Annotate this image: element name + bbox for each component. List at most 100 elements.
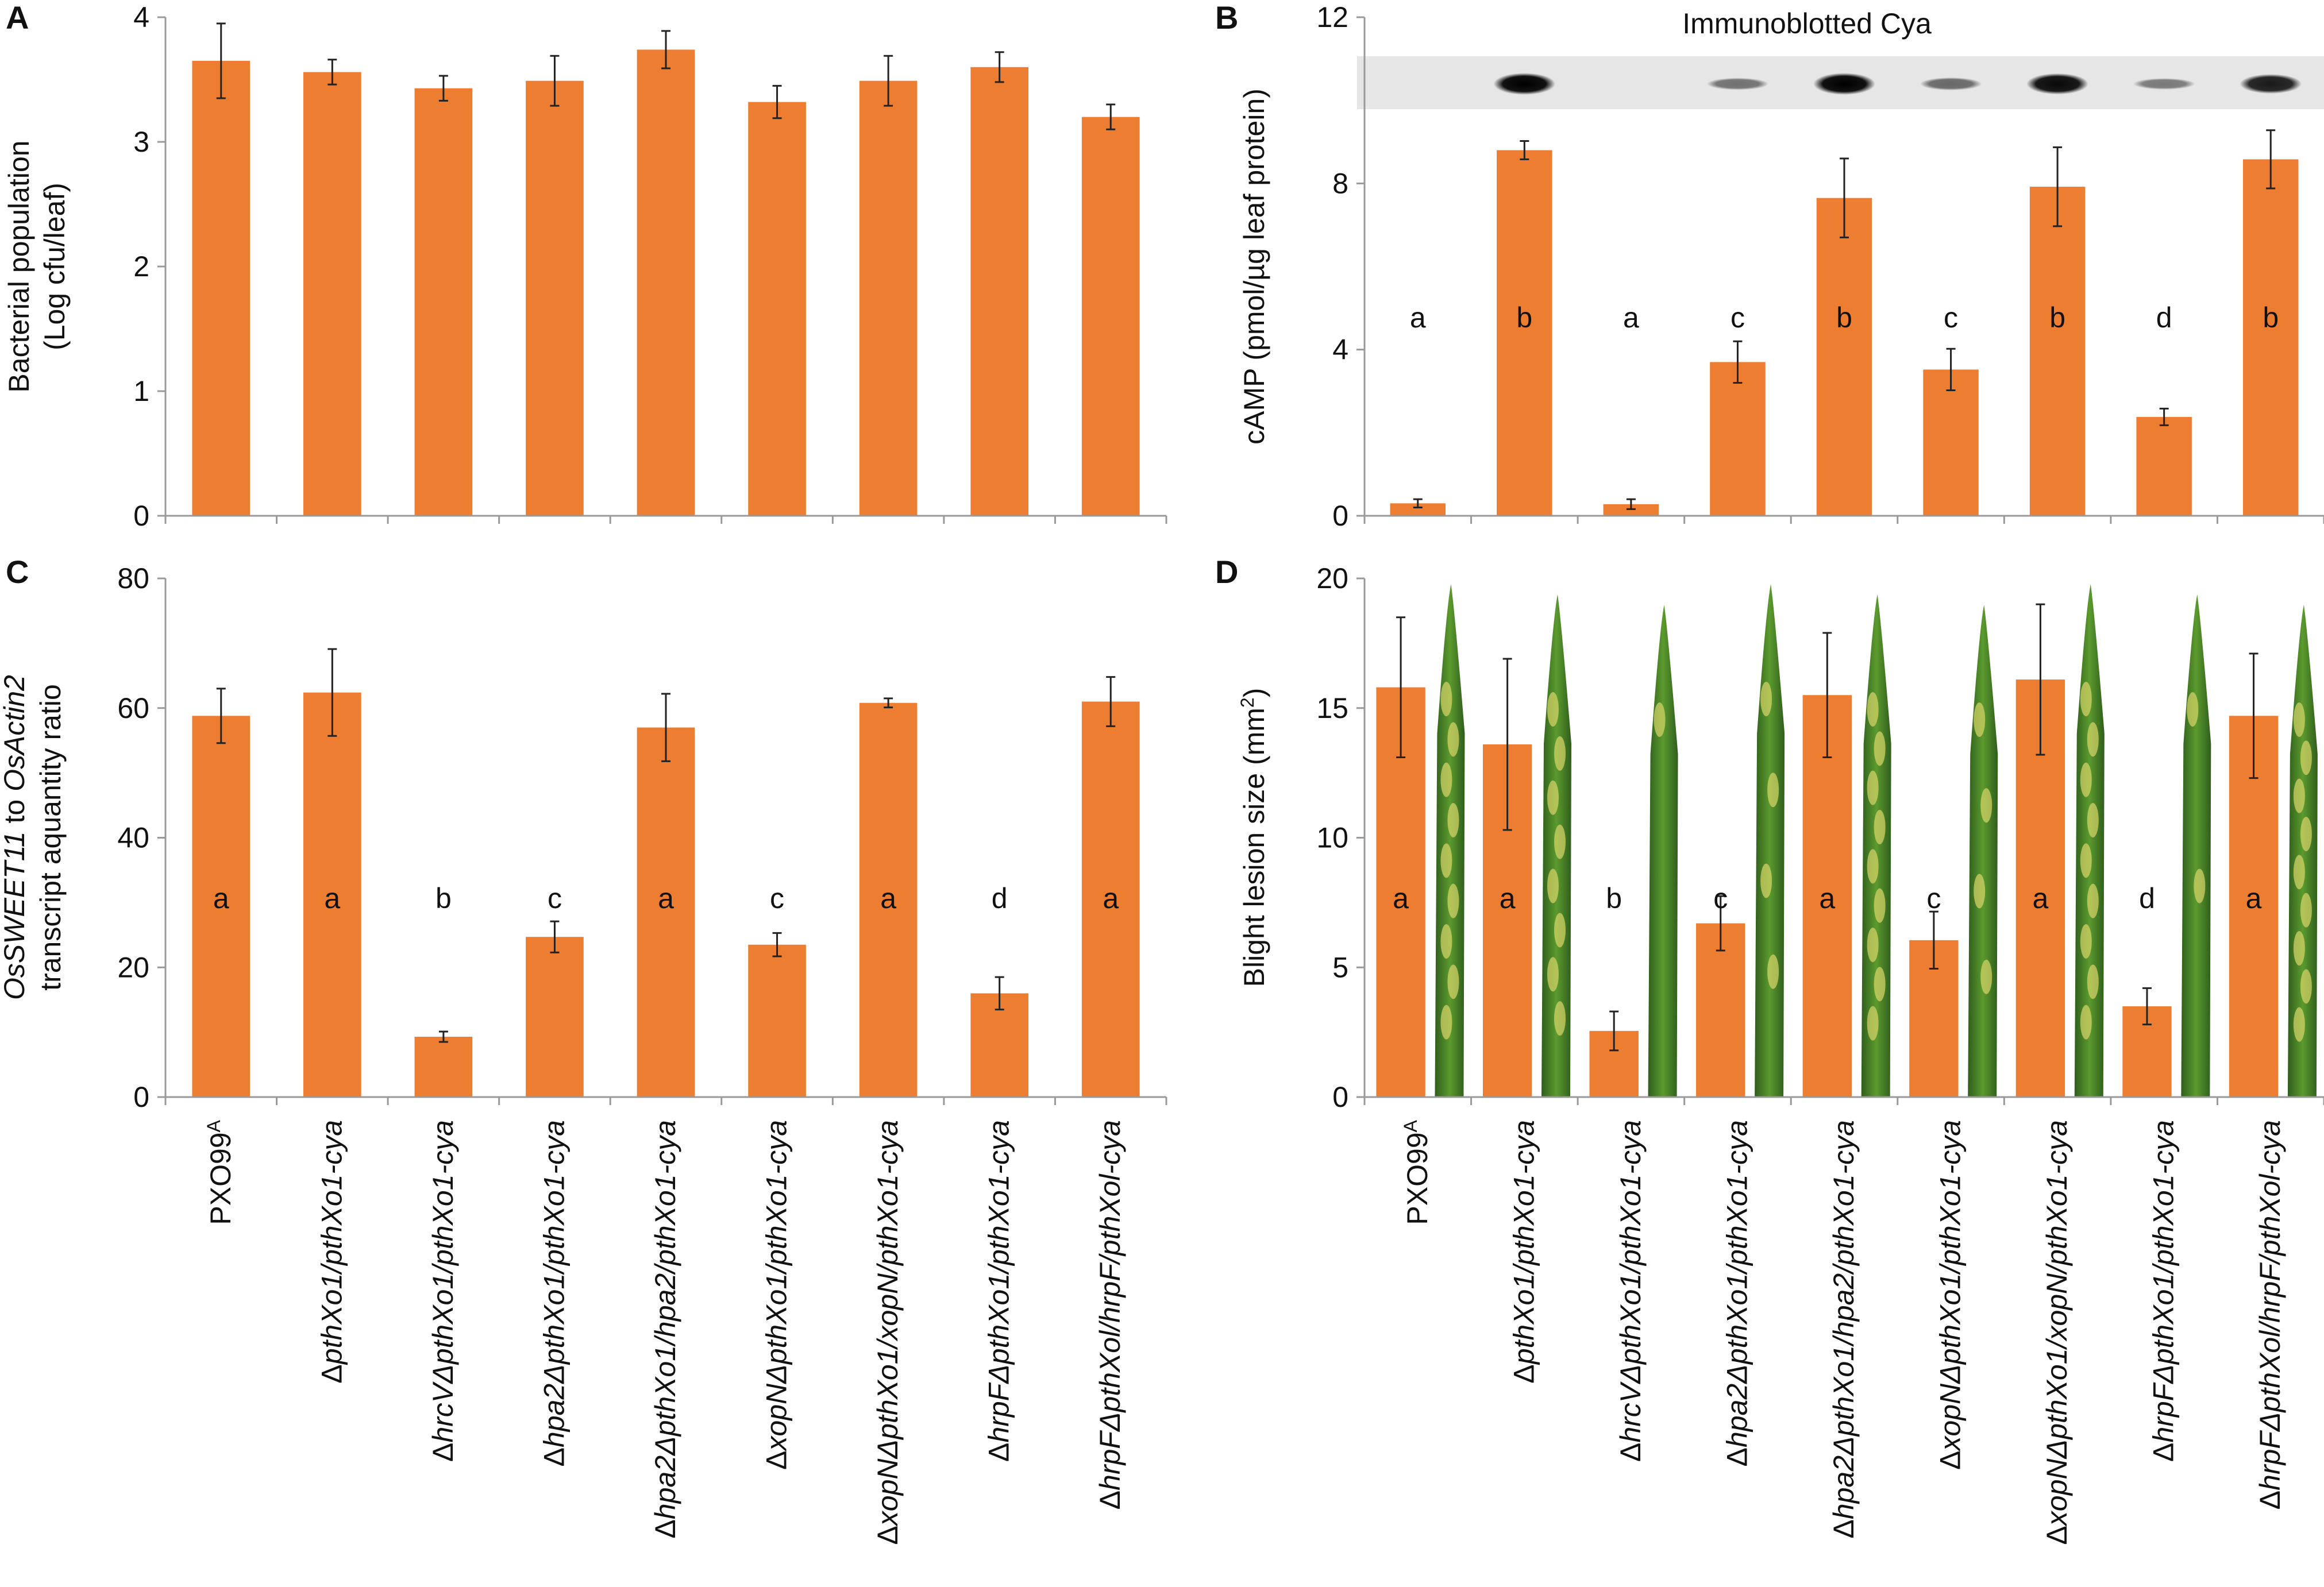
- category-label-delta: Δ: [538, 1447, 570, 1466]
- category-label: Δhpa2ΔpthXo1/hpa2/pthXo1-cya: [1828, 1120, 1860, 1539]
- category-label-genotype: hrpFΔpthXol/hrpF/pthXol-cya: [2254, 1120, 2286, 1491]
- bar: [1802, 695, 1852, 1097]
- bar: [859, 80, 918, 516]
- category-label-delta: Δ: [1614, 1443, 1647, 1462]
- lesion-spot: [2080, 1005, 2092, 1040]
- y-tick-label: 10: [1316, 822, 1348, 854]
- category-label-genotype: pthXo1/pthXo1-cya: [315, 1120, 348, 1365]
- bar: [414, 1037, 473, 1097]
- significance-label: b: [1606, 882, 1622, 914]
- bar: [303, 692, 361, 1097]
- category-label: ΔhrcVΔpthXo1/pthXo1-cya: [1614, 1120, 1647, 1462]
- y-axis-title-line2: transcript aquantity ratio: [34, 684, 67, 991]
- category-label-delta: Δ: [1721, 1447, 1753, 1466]
- lesion-spot: [1440, 843, 1452, 878]
- category-label-genotype: hpa2ΔpthXo1/hpa2/pthXo1-cya: [649, 1120, 681, 1519]
- category-label-genotype: xopNΔpthXo1/xopN/pthXo1-cya: [2041, 1120, 2073, 1527]
- leaf: [1648, 605, 1678, 1097]
- panel-letter-d: D: [1215, 554, 1238, 590]
- significance-label: a: [213, 882, 229, 914]
- lesion-spot: [1554, 913, 1566, 948]
- lesion-spot: [1980, 959, 1992, 994]
- lesion-spot: [2087, 722, 2099, 757]
- lesion-spot: [1440, 682, 1452, 716]
- lesion-spot: [1654, 702, 1666, 737]
- blot-band: [2240, 74, 2302, 94]
- y-axis-title-gene1: OsSWEET11: [0, 831, 30, 1000]
- category-label-genotype: hrcVΔpthXo1/pthXo1-cya: [427, 1120, 459, 1443]
- lesion-spot: [1447, 964, 1459, 999]
- immunoblot-strip: [1357, 56, 2324, 109]
- bar: [637, 49, 695, 516]
- y-tick-label: 15: [1316, 692, 1348, 724]
- category-label-delta: Δ: [2254, 1491, 2286, 1509]
- bars: [192, 22, 1140, 516]
- significance-label: c: [1731, 302, 1745, 334]
- y-axis-ticks: 0 4 8 12: [1316, 1, 1365, 532]
- leaf: [1755, 584, 1785, 1097]
- leaf: [2074, 584, 2105, 1097]
- category-label-delta: Δ: [872, 1526, 904, 1544]
- bar: [1923, 369, 1979, 516]
- significance-label: a: [324, 882, 340, 914]
- significance-label: c: [1944, 302, 1958, 334]
- bar: [526, 937, 584, 1097]
- lesion-spot: [2087, 964, 2099, 999]
- lesion-spot: [1874, 967, 1886, 1002]
- lesion-spot: [2293, 931, 2305, 966]
- category-label: ΔhrpFΔpthXol/hrpF/pthXol-cya: [1094, 1120, 1126, 1509]
- y-axis-title-text: (Log cfu/leaf): [38, 183, 71, 350]
- bar: [526, 80, 584, 516]
- bar: [1696, 923, 1745, 1097]
- bar: [1497, 150, 1552, 516]
- lesion-spot: [1874, 810, 1886, 844]
- y-axis-title-text: transcript aquantity ratio: [34, 684, 67, 991]
- significance-label: d: [2139, 882, 2155, 914]
- blot-band: [2133, 78, 2195, 90]
- panel-letter-a: A: [6, 0, 29, 36]
- y-axis-title: cAMP (pmol/µg leaf protein): [1238, 88, 1270, 445]
- significance-label: a: [1623, 302, 1639, 334]
- y-axis-title-line1: cAMP (pmol/µg leaf protein): [1238, 88, 1270, 445]
- significance-label: c: [770, 882, 784, 914]
- category-label-genotype: xopNΔpthXo1/pthXo1-cya: [761, 1120, 793, 1452]
- significance-label: b: [2263, 302, 2279, 334]
- lesion-spot: [1760, 682, 1772, 716]
- significance-label: b: [1516, 302, 1532, 334]
- bar: [1390, 503, 1446, 516]
- lesion-spot: [1760, 863, 1772, 898]
- bar: [748, 944, 806, 1097]
- category-label: PXO99A: [1400, 1119, 1433, 1225]
- category-label-delta: Δ: [1828, 1519, 1860, 1538]
- significance-label: a: [2033, 882, 2049, 914]
- category-label-delta: Δ: [2041, 1526, 2073, 1544]
- y-tick-label: 8: [1332, 167, 1348, 199]
- lesion-spot: [1554, 824, 1566, 859]
- significance-label: a: [2246, 882, 2262, 914]
- y-axis-title-mid: to: [0, 791, 30, 831]
- category-label-delta: Δ: [1934, 1451, 1967, 1470]
- lesion-spot: [1974, 702, 1986, 737]
- axes: [164, 17, 1167, 524]
- significance-label: c: [1713, 882, 1728, 914]
- category-label-genotype: hrpFΔpthXol/hrpF/pthXol-cya: [1094, 1120, 1126, 1491]
- y-tick-label: 0: [133, 1081, 149, 1113]
- lesion-spot: [2187, 692, 2199, 727]
- blot-band: [1920, 77, 1982, 91]
- category-label-genotype: pthXo1/pthXo1-cya: [1508, 1120, 1540, 1365]
- bar: [1710, 362, 1766, 516]
- category-label-genotype: hpa2ΔpthXo1/pthXo1-cya: [538, 1120, 570, 1447]
- significance-label: a: [1500, 882, 1516, 914]
- y-tick-label: 20: [1316, 562, 1348, 594]
- category-label: ΔhrpFΔpthXo1/pthXo1-cya: [983, 1120, 1015, 1462]
- leaf: [1435, 584, 1465, 1097]
- panel-a: A Bacterial population (Log cfu/leaf) 0 1 2…: [3, 0, 1167, 532]
- blot-band: [1813, 73, 1875, 95]
- bar: [1081, 117, 1140, 516]
- category-label: ΔxopNΔpthXo1/xopN/pthXo1-cya: [872, 1120, 904, 1545]
- lesion-spot: [1767, 954, 1779, 989]
- category-label-delta: Δ: [761, 1451, 793, 1470]
- lesion-spot: [2080, 924, 2092, 959]
